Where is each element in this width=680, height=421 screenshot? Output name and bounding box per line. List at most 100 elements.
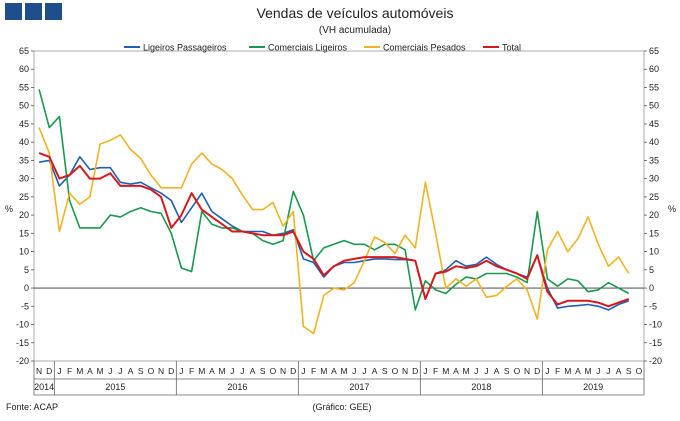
y-tick-label-left: 10 [19,247,29,257]
y-tick-label-right: 35 [649,155,659,165]
x-tick-label-month: M [76,366,83,376]
y-tick-label-right: 5 [649,265,654,275]
x-tick-label-month: O [270,366,277,376]
x-tick-label-month: S [626,366,632,376]
x-tick-label-month: J [545,366,549,376]
x-tick-label-month: J [118,366,122,376]
x-tick-label-month: A [575,366,581,376]
x-year-label: 2016 [227,382,247,392]
chart-title: Vendas de veículos automóveis [257,5,454,21]
x-tick-label-month: M [564,366,571,376]
x-tick-label-month: A [331,366,337,376]
x-tick-label-month: F [433,366,438,376]
y-tick-label-left: 15 [19,228,29,238]
y-tick-label-right: 60 [649,64,659,74]
x-tick-label-month: J [596,366,600,376]
logo-square [45,3,62,20]
y-tick-label-left: 5 [24,265,29,275]
x-tick-label-month: A [494,366,500,376]
x-tick-label-month: M [320,366,327,376]
x-tick-label-month: S [260,366,266,376]
y-tick-label-left: -20 [16,356,29,366]
y-tick-label-left: 45 [19,119,29,129]
series-line [38,152,630,308]
x-tick-label-month: A [453,366,459,376]
x-tick-label-month: D [46,366,52,376]
x-tick-label-month: N [280,366,286,376]
x-tick-label-month: J [352,366,356,376]
y-tick-label-left: 20 [19,210,29,220]
logo-square [25,3,42,20]
y-tick-label-left: -15 [16,338,29,348]
y-tick-label-right: 50 [649,101,659,111]
y-tick-label-right: -15 [649,338,662,348]
logo-square [5,3,22,20]
legend-label: Total [502,43,521,53]
x-year-label: 2015 [105,382,125,392]
y-tick-label-right: 10 [649,247,659,257]
y-tick-label-right: 55 [649,82,659,92]
x-tick-label-month: O [148,366,155,376]
x-year-label: 2019 [583,382,603,392]
x-tick-label-month: O [636,366,643,376]
x-tick-label-month: J [240,366,244,376]
y-tick-label-right: -5 [649,301,657,311]
x-tick-label-month: J [423,366,427,376]
x-tick-label-month: S [138,366,144,376]
x-tick-label-month: M [463,366,470,376]
x-tick-label-month: J [301,366,305,376]
y-tick-label-left: 30 [19,174,29,184]
y-tick-label-right: 40 [649,137,659,147]
x-tick-label-month: J [606,366,610,376]
y-tick-label-right: 15 [649,228,659,238]
x-tick-label-month: D [168,366,174,376]
y-tick-label-left: -10 [16,320,29,330]
y-tick-label-left: 40 [19,137,29,147]
y-tick-label-left: 25 [19,192,29,202]
x-tick-label-month: M [442,366,449,376]
x-tick-label-month: F [311,366,316,376]
x-tick-label-month: N [524,366,530,376]
x-tick-label-month: S [504,366,510,376]
x-tick-label-month: M [341,366,348,376]
y-axis-label-right: % [668,204,676,214]
y-tick-label-right: 20 [649,210,659,220]
x-tick-label-month: J [108,366,112,376]
x-tick-label-month: J [474,366,478,376]
y-tick-label-left: 60 [19,64,29,74]
chart-subtitle: (VH acumulada) [319,25,391,36]
x-tick-label-month: F [67,366,72,376]
x-year-label: 2018 [471,382,491,392]
y-tick-label-right: 65 [649,46,659,56]
legend-label: Ligeiros Passageiros [143,43,227,53]
y-tick-label-left: 35 [19,155,29,165]
x-tick-label-month: J [362,366,366,376]
x-tick-label-month: J [484,366,488,376]
x-year-label: 2014 [34,382,54,392]
legend-label: Comerciais Pesados [383,43,466,53]
series-line [38,89,630,311]
x-tick-label-month: N [36,366,42,376]
x-tick-label-month: J [179,366,183,376]
y-tick-label-left: -5 [21,301,29,311]
x-year-label: 2017 [349,382,369,392]
x-tick-label-month: D [534,366,540,376]
x-tick-label-month: M [198,366,205,376]
y-tick-label-left: 55 [19,82,29,92]
x-tick-label-month: F [555,366,560,376]
x-tick-label-month: O [392,366,399,376]
x-tick-label-month: N [402,366,408,376]
y-tick-label-right: -10 [649,320,662,330]
x-tick-label-month: A [372,366,378,376]
x-tick-label-month: A [250,366,256,376]
x-tick-label-month: J [230,366,234,376]
y-tick-label-left: 0 [24,283,29,293]
x-tick-label-month: A [209,366,215,376]
series-line [38,127,630,335]
y-tick-label-right: 45 [649,119,659,129]
credit-note: (Gráfico: GEE) [312,402,371,412]
y-tick-label-left: 50 [19,101,29,111]
x-tick-label-month: A [87,366,93,376]
x-tick-label-month: D [290,366,296,376]
